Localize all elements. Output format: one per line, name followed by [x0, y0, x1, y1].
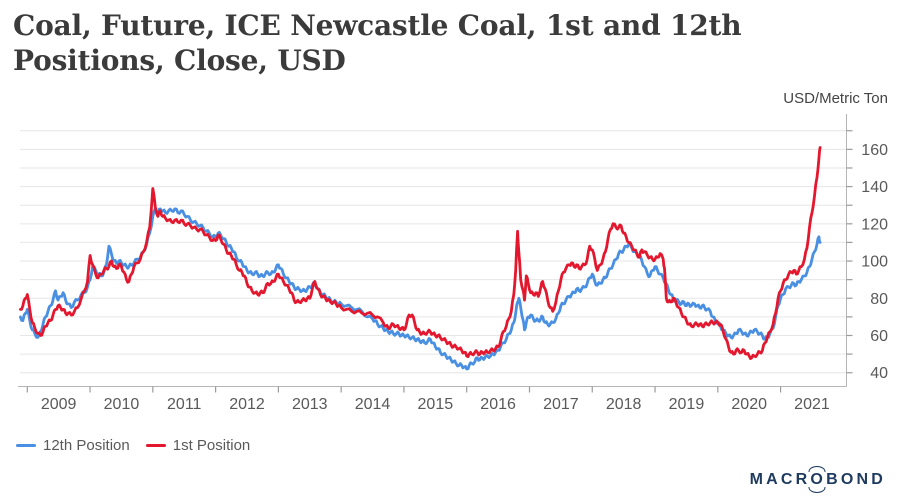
page-title: Coal, Future, ICE Newcastle Coal, 1st an… [13, 8, 742, 78]
legend-label-1st-position: 1st Position [172, 437, 251, 454]
y-tick-label-80: 80 [870, 291, 888, 308]
x-tick-label-2015: 2015 [418, 396, 454, 413]
y-tick-label-100: 100 [861, 254, 888, 271]
chart-legend: 12th Position 1st Position [16, 437, 250, 454]
legend-item-1st-position: 1st Position [145, 437, 251, 454]
x-tick-label-2009: 2009 [41, 396, 77, 413]
x-tick-label-2012: 2012 [229, 396, 265, 413]
x-tick-label-2016: 2016 [480, 396, 516, 413]
series-line-1st-position [19, 146, 822, 360]
x-tick-label-2011: 2011 [167, 396, 202, 413]
x-tick-label-2021: 2021 [794, 396, 830, 413]
x-tick-label-2013: 2013 [292, 396, 328, 413]
y-tick-label-140: 140 [861, 179, 888, 196]
legend-item-12th-position: 12th Position [16, 437, 130, 454]
y-tick-label-40: 40 [870, 365, 888, 382]
legend-swatch-12th-position-icon [16, 444, 36, 447]
legend-swatch-1st-position-icon [145, 444, 166, 447]
x-tick-label-2010: 2010 [104, 396, 140, 413]
series-line-12th-position [19, 207, 822, 371]
x-tick-label-2018: 2018 [606, 396, 642, 413]
page-title-line1: Coal, Future, ICE Newcastle Coal, 1st an… [13, 9, 742, 42]
page-title-line2: Positions, Close, USD [13, 44, 346, 77]
y-tick-label-160: 160 [861, 142, 888, 159]
legend-label-12th-position: 12th Position [43, 437, 130, 454]
logo-letter-o: O [808, 466, 826, 493]
x-tick-label-2014: 2014 [355, 396, 391, 413]
y-axis-unit-label: USD/Metric Ton [783, 90, 888, 107]
y-tick-label-120: 120 [861, 216, 888, 233]
x-tick-label-2020: 2020 [731, 396, 767, 413]
logo-text-pre: MACR [749, 471, 811, 488]
logo-arc-top-icon [808, 466, 826, 472]
x-tick-label-2019: 2019 [669, 396, 705, 413]
logo-text-post: BOND [826, 471, 886, 488]
x-tick-label-2017: 2017 [543, 396, 579, 413]
macrobond-logo: MACRO BOND [749, 466, 886, 493]
y-tick-label-60: 60 [870, 328, 888, 345]
